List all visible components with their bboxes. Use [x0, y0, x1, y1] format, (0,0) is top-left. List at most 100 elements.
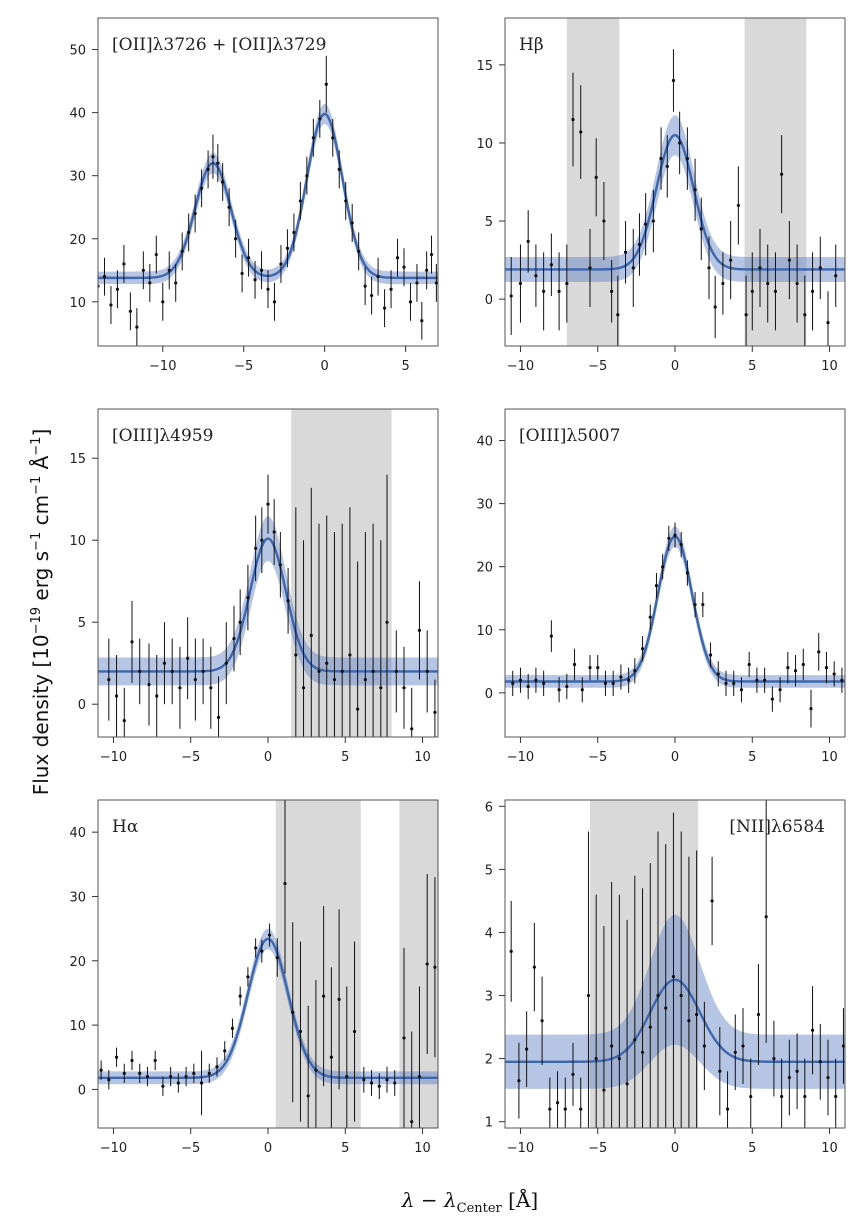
- y-tick-label: 10: [476, 624, 493, 639]
- data-point: [526, 684, 530, 689]
- data-point: [324, 82, 328, 86]
- data-point: [773, 289, 778, 293]
- data-point: [352, 1029, 357, 1034]
- y-tick-label: 40: [476, 435, 493, 450]
- data-point: [279, 262, 283, 266]
- y-tick-label: 3: [485, 990, 493, 1005]
- data-point: [702, 1044, 706, 1048]
- data-point: [673, 533, 677, 537]
- y-tick-label: 40: [69, 826, 86, 841]
- data-point: [275, 955, 279, 960]
- data-point: [238, 994, 242, 998]
- data-point: [109, 303, 113, 307]
- y-tick-label: 20: [476, 561, 493, 576]
- data-point: [780, 172, 784, 176]
- data-point: [810, 289, 815, 293]
- data-point: [193, 211, 197, 216]
- x-axis-title: λ − λCenter [Å]: [401, 1187, 538, 1216]
- data-point: [518, 678, 523, 682]
- data-point: [429, 252, 434, 257]
- data-point: [186, 656, 190, 660]
- data-point: [345, 1074, 349, 1079]
- y-tick-label: 2: [485, 1053, 493, 1068]
- data-point: [693, 188, 697, 192]
- data-point: [122, 262, 126, 266]
- data-point: [410, 727, 414, 731]
- data-point: [153, 1058, 157, 1063]
- data-point: [286, 599, 290, 603]
- y-tick-label: 4: [485, 926, 493, 941]
- y-tick-label: 1: [485, 1116, 493, 1131]
- data-point: [640, 1050, 645, 1054]
- data-point: [298, 199, 302, 203]
- data-point: [238, 620, 242, 624]
- x-tick-label: 0: [264, 1141, 272, 1156]
- data-point: [661, 565, 665, 569]
- data-point: [671, 78, 676, 83]
- data-point: [240, 271, 244, 276]
- data-point: [311, 136, 315, 140]
- data-point: [659, 156, 663, 161]
- y-tick-label: 15: [476, 59, 493, 74]
- data-point: [801, 662, 805, 667]
- x-tick-label: −10: [100, 1141, 127, 1156]
- data-point: [161, 300, 165, 304]
- data-point: [721, 281, 725, 286]
- data-point: [687, 1019, 691, 1023]
- data-point: [272, 530, 276, 534]
- data-point: [148, 281, 152, 285]
- data-point: [571, 117, 575, 122]
- data-point: [385, 620, 389, 624]
- data-point: [193, 678, 197, 682]
- x-tick-label: −5: [588, 1141, 607, 1156]
- data-point: [588, 666, 592, 670]
- data-point: [509, 949, 513, 953]
- data-point: [770, 697, 774, 701]
- data-point: [209, 686, 213, 690]
- y-axis-title: Flux density [10−19 erg s−1 cm−1 Å−1]: [29, 429, 53, 796]
- data-point: [572, 662, 577, 667]
- data-point: [138, 1071, 142, 1075]
- data-point: [616, 313, 620, 317]
- data-point: [586, 993, 591, 998]
- data-point: [841, 1044, 845, 1048]
- data-point: [840, 678, 844, 682]
- data-point: [128, 309, 132, 313]
- data-point: [246, 596, 250, 600]
- data-point: [549, 634, 553, 638]
- data-point: [259, 268, 264, 272]
- data-point: [138, 669, 142, 674]
- panel-title: [OIII]λ5007: [519, 426, 620, 446]
- data-point: [640, 647, 645, 651]
- data-point: [154, 252, 158, 257]
- data-point: [810, 1028, 815, 1032]
- x-tick-label: 10: [821, 1141, 838, 1156]
- data-point: [122, 1071, 126, 1075]
- data-point: [648, 1025, 652, 1029]
- data-point: [718, 1069, 722, 1073]
- data-point: [518, 281, 523, 286]
- data-point: [266, 502, 270, 506]
- data-point: [557, 289, 561, 293]
- panel-title: Hβ: [519, 35, 544, 55]
- data-point: [227, 205, 231, 209]
- y-tick-label: 5: [485, 215, 493, 230]
- data-point: [699, 227, 703, 231]
- data-point: [511, 681, 515, 685]
- data-point: [433, 965, 437, 969]
- data-point: [377, 1084, 381, 1088]
- data-point: [517, 1079, 521, 1083]
- data-point: [733, 1050, 737, 1054]
- data-point: [744, 313, 748, 317]
- data-point: [420, 319, 424, 323]
- data-point: [170, 669, 174, 674]
- data-point: [563, 1107, 567, 1111]
- data-point: [764, 915, 768, 919]
- y-tick-label: 15: [69, 452, 86, 467]
- data-point: [371, 669, 375, 674]
- data-point: [787, 1075, 791, 1080]
- panel-title: Hα: [112, 817, 139, 837]
- data-point: [254, 946, 258, 950]
- y-tick-label: 10: [69, 534, 86, 549]
- x-tick-label: 5: [748, 1141, 756, 1156]
